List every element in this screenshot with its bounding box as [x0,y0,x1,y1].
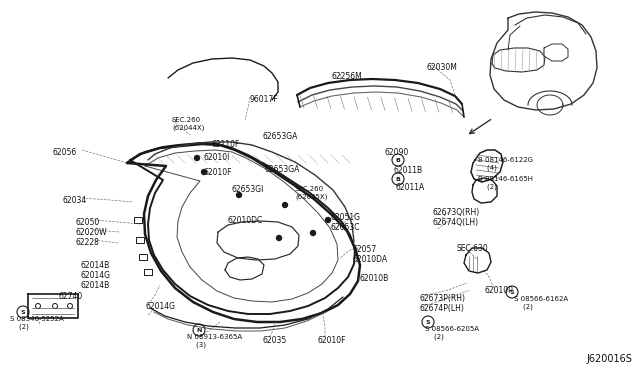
Text: 62010P: 62010P [485,286,514,295]
Text: 62011B: 62011B [394,166,423,175]
Circle shape [276,235,282,241]
Text: 62090: 62090 [385,148,409,157]
Text: S: S [509,289,515,295]
Text: 62010F: 62010F [204,168,232,177]
Text: 62653GA: 62653GA [263,132,298,141]
Text: 62050: 62050 [75,218,99,227]
Text: 62035: 62035 [263,336,287,345]
Text: 62010I: 62010I [204,153,230,162]
Text: 62014B: 62014B [80,281,109,290]
Circle shape [195,155,200,160]
Text: 96017F: 96017F [250,95,278,104]
Circle shape [310,231,316,235]
Text: B: B [396,157,401,163]
Text: 62673Q(RH): 62673Q(RH) [433,208,480,217]
Text: 62674Q(LH): 62674Q(LH) [433,218,479,227]
Text: B 08146-6165H
    (2): B 08146-6165H (2) [478,176,533,189]
Text: SEC.630: SEC.630 [457,244,489,253]
Text: 62057: 62057 [353,245,377,254]
Text: 62653GA: 62653GA [265,165,300,174]
Text: 62653C: 62653C [331,223,360,232]
Bar [144,269,152,275]
Text: 62020W: 62020W [75,228,107,237]
Text: 62011A: 62011A [396,183,425,192]
Text: S 08340-5252A
    (2): S 08340-5252A (2) [10,316,64,330]
Text: 62034: 62034 [62,196,86,205]
Text: 62010F: 62010F [318,336,346,345]
Text: 62673P(RH): 62673P(RH) [420,294,466,303]
Text: S 08566-6162A
    (2): S 08566-6162A (2) [514,296,568,310]
Text: 62056: 62056 [52,148,76,157]
Text: 62010DC: 62010DC [228,216,263,225]
Text: S: S [20,310,26,314]
Text: 62014B: 62014B [80,261,109,270]
Text: 62014G: 62014G [145,302,175,311]
Text: SEC.260
(62044X): SEC.260 (62044X) [172,117,204,131]
Text: 62228: 62228 [75,238,99,247]
Text: N: N [196,327,202,333]
Circle shape [237,192,241,198]
Text: 62653GI: 62653GI [231,185,264,194]
Text: 62256M: 62256M [332,72,363,81]
Text: B 08146-6122G
    (4): B 08146-6122G (4) [478,157,533,170]
Text: 62014G: 62014G [80,271,110,280]
Text: 62674P(LH): 62674P(LH) [420,304,465,313]
Text: 62110F: 62110F [212,140,241,149]
Circle shape [202,170,207,174]
Text: 62010B: 62010B [360,274,389,283]
Text: N 08913-6365A
    (3): N 08913-6365A (3) [187,334,242,347]
Bar [136,237,144,243]
Text: 62740: 62740 [58,292,83,301]
Circle shape [326,218,330,222]
Text: S: S [426,320,430,324]
Text: 62030M: 62030M [427,63,458,72]
Text: J620016S: J620016S [586,354,632,364]
Text: S 08566-6205A
    (2): S 08566-6205A (2) [425,326,479,340]
Text: 62010DA: 62010DA [353,255,388,264]
Bar [139,254,147,260]
Text: B: B [396,176,401,182]
Text: SEC.260
(62045X): SEC.260 (62045X) [295,186,328,199]
Circle shape [282,202,287,208]
Text: 62051G: 62051G [331,213,361,222]
Bar [134,217,142,223]
